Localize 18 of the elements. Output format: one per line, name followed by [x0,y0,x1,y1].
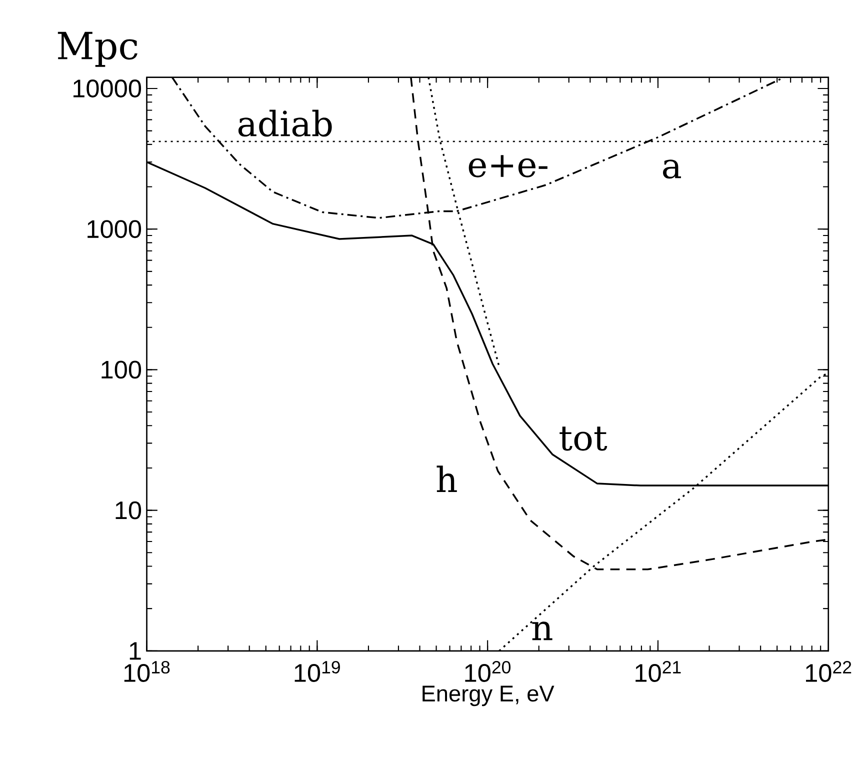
x-tick-label: 10$^{20}$ [465,660,510,682]
annotation: e+e- [468,155,548,178]
annotation: adiab [238,110,332,137]
y-tick-label: 10 [116,501,142,520]
y-axis-title: Mpc [58,32,138,67]
annotation: h [436,466,457,492]
x-tick-label: 10$^{19}$ [294,660,340,682]
x-axis-title: Energy E, eV [422,686,554,706]
annotation: tot [560,426,608,451]
x-tick-label: 10$^{21}$ [636,660,681,682]
x-tick-label: 10$^{22}$ [806,660,852,682]
y-tick-label: 100 [102,360,142,379]
annotation: a [663,160,681,179]
y-tick-label: 1 [130,642,141,660]
x-tick-label: 10$^{18}$ [124,660,170,682]
y-tick-label: 10000 [74,80,142,98]
y-tick-label: 1000 [88,220,142,238]
annotation: n [532,622,552,640]
